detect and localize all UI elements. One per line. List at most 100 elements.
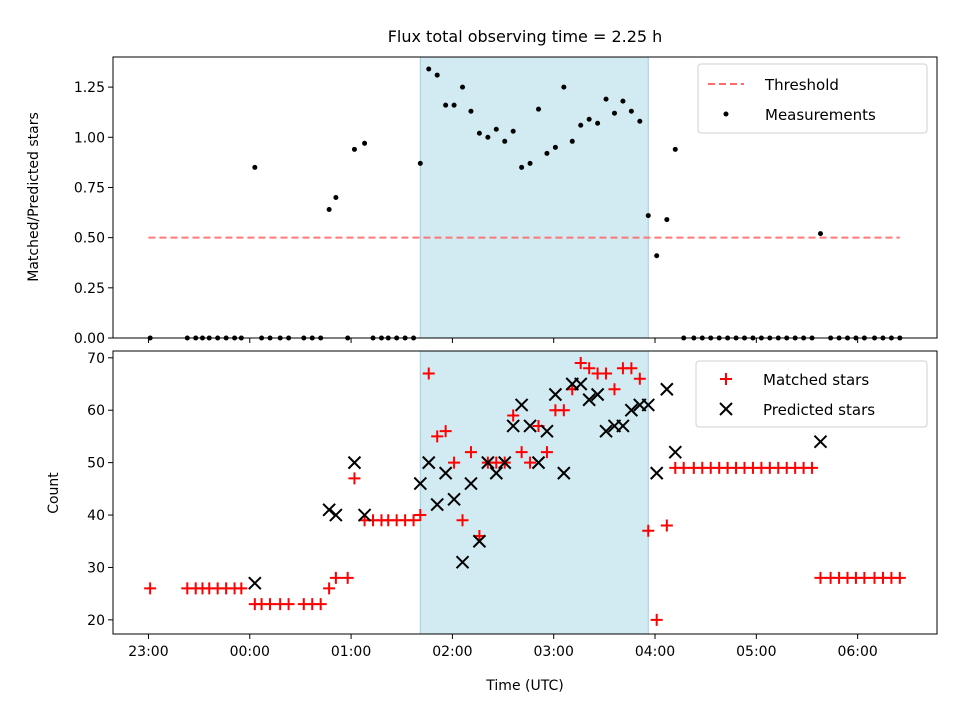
predicted-star-marker (548, 387, 563, 402)
measurement-point (637, 118, 643, 124)
matched-star-marker (422, 367, 435, 380)
matched-star-marker (235, 582, 248, 595)
measurement-point (252, 164, 258, 170)
matched-star-marker (557, 404, 570, 417)
predicted-star-marker (329, 508, 343, 522)
matched-star-marker (625, 362, 638, 375)
predicted-star-marker (248, 576, 262, 590)
count-y-tick-label: 70 (87, 351, 105, 367)
matched-star-marker (677, 461, 690, 474)
ratio-x-ticks (147, 338, 859, 343)
matched-star-marker (515, 446, 528, 459)
matched-star-marker (407, 514, 420, 527)
matched-star-marker (660, 519, 673, 532)
predicted-star-marker (498, 455, 512, 470)
measurement-point (362, 140, 368, 146)
measurement-point (434, 72, 440, 78)
predicted-star-marker (322, 503, 336, 517)
count-panel: 20 30 40 50 60 70 23:00 00:00 01:00 02:00 03:00 04… (46, 350, 938, 694)
count-x-tick-label: 02:00 (432, 644, 472, 660)
matched-star-marker (507, 409, 520, 422)
matched-star-marker (341, 571, 354, 584)
predicted-star-marker (347, 455, 362, 470)
predicted-star-marker (422, 455, 436, 470)
count-y-tick-label: 30 (87, 560, 105, 576)
count-x-tick-label: 04:00 (635, 644, 675, 660)
matched-star-marker (448, 456, 461, 469)
predicted-star-marker (464, 476, 478, 491)
predicted-star-marker (472, 534, 487, 548)
matched-star-marker (314, 598, 327, 611)
matched-star-marker (608, 383, 621, 396)
predicted-star-marker (574, 377, 588, 391)
measurement-point (569, 138, 575, 144)
predicted-star-marker (447, 492, 461, 507)
legend-measurement-swatch (723, 111, 729, 117)
predicted-star-marker (357, 508, 372, 522)
measurement-point (552, 144, 558, 150)
ratio-y-tick-label: 1.25 (74, 80, 105, 96)
count-plot-frame (112, 350, 938, 635)
count-legend: Matched stars Predicted stars (695, 360, 928, 428)
predicted-star-marker (481, 455, 495, 470)
count-x-tick-label: 23:00 (128, 644, 168, 660)
measurement-point (493, 126, 499, 132)
measurement-point (527, 160, 533, 166)
predicted-star-marker (599, 424, 613, 438)
measurement-point (817, 231, 823, 237)
measurement-point (672, 146, 678, 152)
legend-matched-label: Matched stars (763, 371, 869, 389)
measurement-point (664, 217, 670, 223)
matched-star-marker (323, 582, 336, 595)
ratio-legend: Threshold Measurements (697, 63, 928, 134)
predicted-star-marker (413, 476, 428, 491)
measurement-point (586, 116, 592, 122)
matched-star-marker (574, 357, 587, 370)
predicted-star-marker (813, 434, 828, 449)
x-axis-label: Time (UTC) (485, 678, 563, 694)
measurement-point (326, 207, 332, 213)
count-x-tick-label: 01:00 (331, 644, 371, 660)
measurement-point (476, 130, 482, 136)
predicted-star-marker (540, 424, 554, 438)
measurement-point (578, 122, 584, 128)
matched-star-marker (806, 461, 819, 474)
legend-predicted-swatch (719, 402, 733, 416)
ratio-plot-frame (112, 56, 938, 339)
ratio-y-label: Matched/Predicted stars (26, 112, 42, 282)
measurement-point (426, 66, 432, 72)
matched-star-marker (414, 509, 427, 522)
count-y-tick-label: 40 (87, 508, 105, 524)
count-x-tick-label: 06:00 (837, 644, 877, 660)
predicted-star-marker (489, 466, 504, 480)
matched-star-marker (650, 613, 663, 626)
measurement-point (561, 84, 567, 90)
predicted-star-marker (531, 455, 546, 470)
measurement-point (451, 102, 457, 108)
count-legend-box (695, 360, 928, 428)
measurement-point (351, 146, 357, 152)
ratio-y-tick-label: 0.00 (74, 331, 105, 347)
measurement-point (510, 128, 516, 134)
measurement-point (502, 138, 508, 144)
count-y-tick-label: 50 (87, 456, 105, 472)
measurement-point (333, 195, 339, 200)
matched-star-marker (439, 425, 452, 438)
count-y-axis: 20 30 40 50 60 70 (87, 351, 113, 629)
measurement-point (536, 106, 542, 112)
matched-star-marker (464, 446, 477, 459)
legend-predicted-label: Predicted stars (763, 401, 875, 419)
predicted-star-marker (506, 419, 520, 433)
measurement-point (645, 213, 651, 219)
matched-star-marker (282, 598, 295, 611)
measurement-point (417, 160, 423, 166)
ratio-y-tick-label: 0.75 (74, 180, 105, 196)
measurement-point (628, 108, 634, 114)
count-y-tick-label: 60 (87, 403, 105, 419)
ratio-y-axis: 0.00 0.25 0.50 0.75 1.00 1.25 (74, 80, 113, 347)
predicted-star-marker (523, 419, 537, 433)
matched-star-marker (583, 362, 596, 375)
matched-star-marker (642, 524, 655, 537)
matched-star-marker (431, 430, 444, 443)
ratio-legend-box (697, 63, 928, 134)
